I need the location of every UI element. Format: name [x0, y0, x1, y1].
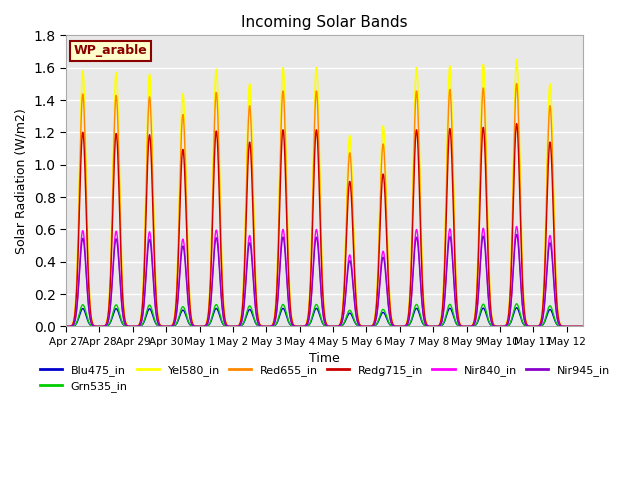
X-axis label: Time: Time [309, 352, 340, 365]
Y-axis label: Solar Radiation (W/m2): Solar Radiation (W/m2) [15, 108, 28, 254]
Title: Incoming Solar Bands: Incoming Solar Bands [241, 15, 408, 30]
Text: WP_arable: WP_arable [74, 44, 148, 57]
Legend: Blu475_in, Grn535_in, Yel580_in, Red655_in, Redg715_in, Nir840_in, Nir945_in: Blu475_in, Grn535_in, Yel580_in, Red655_… [35, 360, 614, 396]
